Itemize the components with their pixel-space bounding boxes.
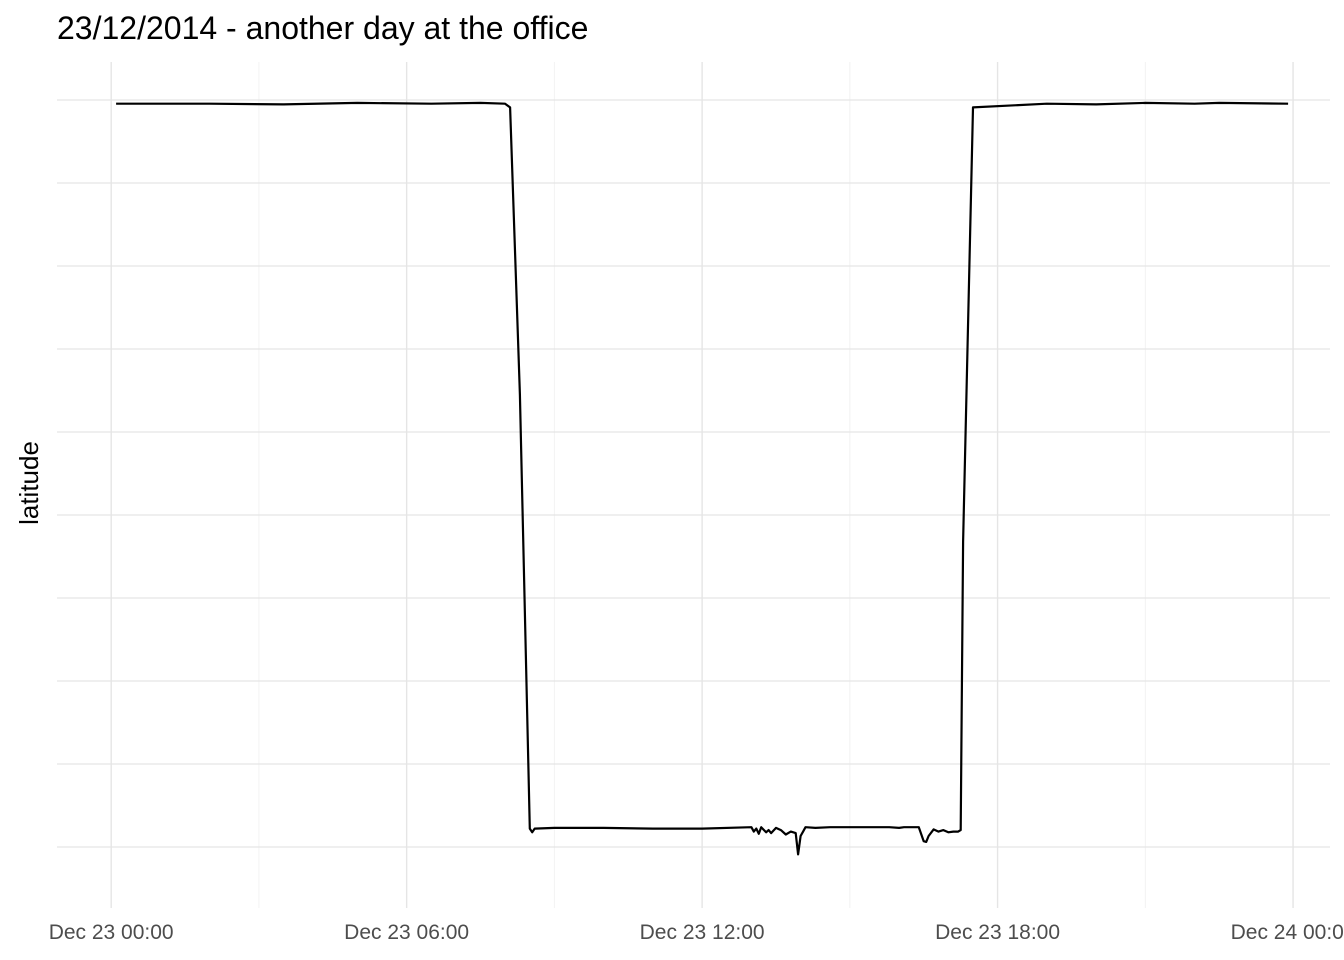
x-tick-label: Dec 23 18:00 [935,921,1060,944]
x-tick-label: Dec 23 06:00 [344,921,469,944]
chart-title: 23/12/2014 - another day at the office [57,10,589,46]
y-axis-title: latitude [14,441,44,525]
x-tick-label: Dec 24 00:00 [1231,921,1344,944]
x-axis-tick-labels: Dec 23 00:00 Dec 23 06:00 Dec 23 12:00 Dec … [49,921,1344,944]
latitude-series-line [116,101,1289,856]
major-gridlines [57,62,1330,908]
minor-gridlines [258,62,1146,908]
x-tick-label: Dec 23 00:00 [49,921,174,944]
x-tick-label: Dec 23 12:00 [640,921,765,944]
